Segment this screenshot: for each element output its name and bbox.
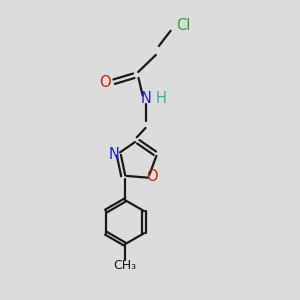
Text: O: O (146, 169, 158, 184)
Text: N: N (109, 147, 120, 162)
Text: N: N (140, 91, 151, 106)
Text: CH₃: CH₃ (113, 259, 136, 272)
Text: Cl: Cl (176, 18, 191, 33)
Text: O: O (99, 75, 111, 90)
Text: H: H (155, 91, 166, 106)
